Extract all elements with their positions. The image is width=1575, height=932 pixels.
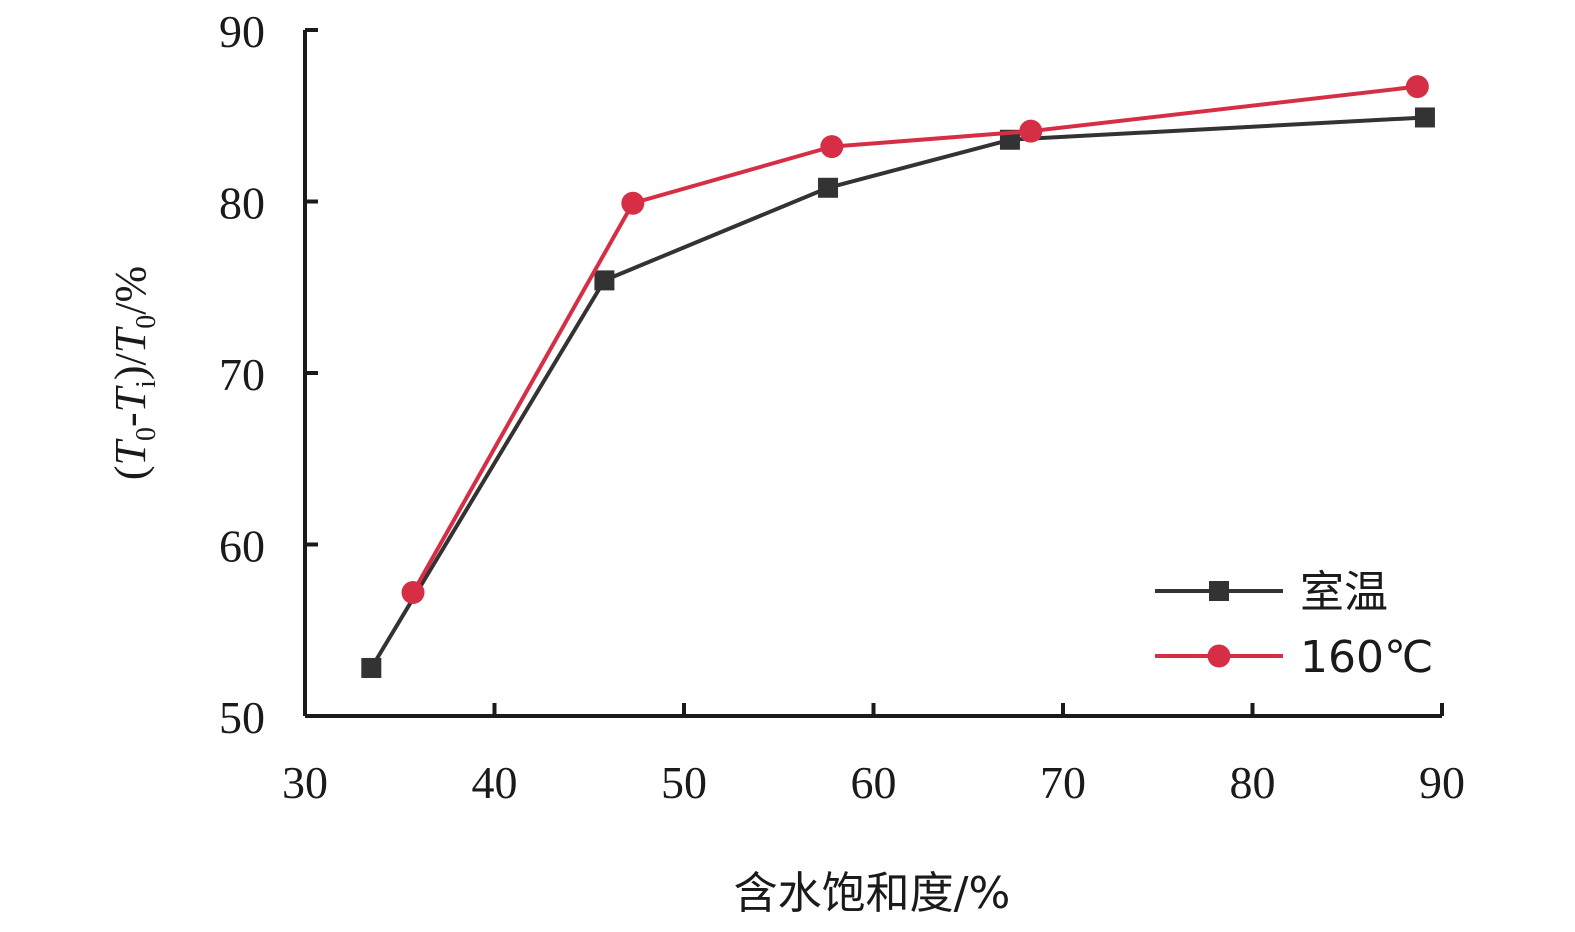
y-axis-title-part: T [106, 325, 155, 353]
data-point [818, 177, 839, 198]
y-tick-label: 80 [219, 178, 265, 229]
series-line [411, 84, 1418, 594]
y-axis-title-part: 0 [131, 315, 162, 329]
x-tick-label: 50 [661, 757, 707, 808]
legend-item: 室温 [1155, 567, 1388, 618]
data-point [1405, 75, 1429, 99]
series-2 [401, 75, 1429, 605]
x-axis-ticks: 30 40 50 60 70 80 90 [282, 703, 1465, 808]
y-axis-title-part: )/ [106, 352, 155, 380]
data-point [361, 657, 382, 678]
series-line [369, 115, 1426, 670]
y-axis-title-part: 0 [131, 427, 162, 441]
legend-label: 室温 [1300, 567, 1388, 618]
y-tick-label: 60 [219, 521, 265, 572]
axes [303, 30, 1442, 718]
legend-marker [1207, 644, 1231, 668]
y-tick-label: 90 [219, 6, 265, 57]
y-axis-title-part: /% [106, 266, 155, 315]
series-group [361, 75, 1435, 678]
y-tick-label: 50 [219, 692, 265, 743]
x-tick-label: 60 [851, 757, 897, 808]
legend: 室温 160℃ [1155, 567, 1433, 683]
data-point [621, 191, 645, 215]
y-axis-title-part: - [106, 412, 155, 427]
y-axis-title-part: i [131, 380, 162, 388]
y-axis-title: (T0-Ti)/T0/% [106, 266, 162, 480]
y-axis-title-part: T [106, 384, 155, 412]
legend-marker [1209, 581, 1229, 601]
y-axis-title-part: ( [106, 466, 155, 481]
data-point [820, 135, 844, 159]
x-tick-label: 30 [282, 757, 328, 808]
x-tick-label: 90 [1419, 757, 1465, 808]
data-point [401, 581, 425, 605]
y-axis-title-part: T [106, 438, 155, 466]
y-axis-ticks: 50 60 70 80 90 [219, 6, 318, 743]
x-tick-label: 40 [472, 757, 518, 808]
data-point [594, 270, 615, 291]
data-point [1414, 107, 1435, 128]
x-tick-label: 70 [1040, 757, 1086, 808]
legend-item: 160℃ [1155, 632, 1433, 683]
legend-label: 160℃ [1300, 632, 1433, 683]
data-point [1019, 119, 1043, 143]
y-tick-label: 70 [219, 349, 265, 400]
x-axis-title: 含水饱和度/% [734, 868, 1011, 919]
x-tick-label: 80 [1230, 757, 1276, 808]
